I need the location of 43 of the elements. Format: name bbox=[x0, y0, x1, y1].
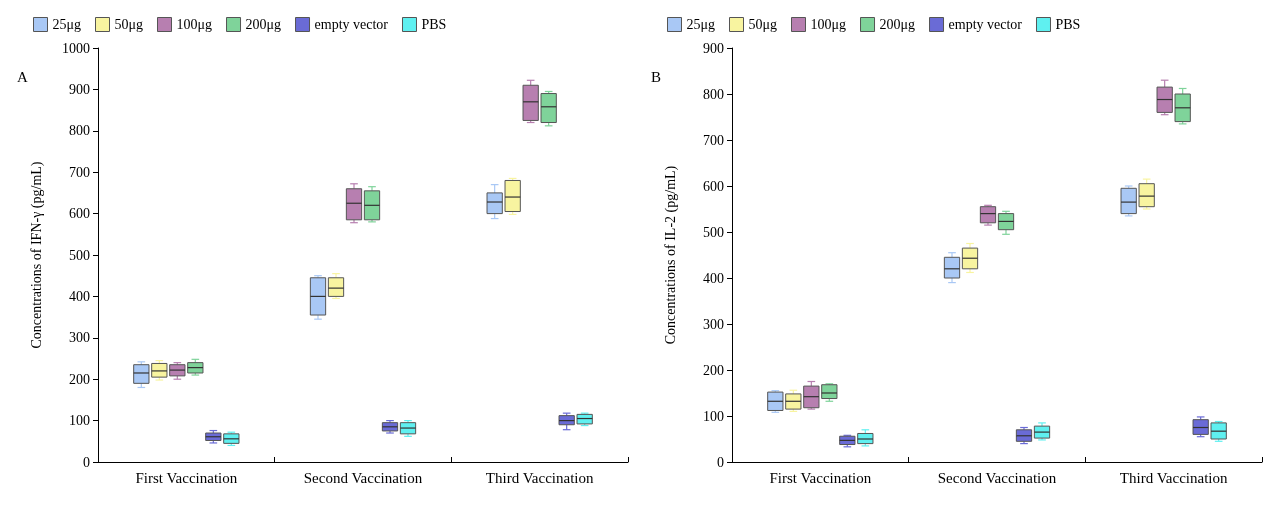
text: B bbox=[651, 68, 662, 85]
y-tick-label: 700 bbox=[703, 132, 724, 148]
y-tick-label: 900 bbox=[69, 81, 90, 97]
legend-label: 200μg bbox=[879, 17, 916, 32]
x-tick-label: Third Vaccination bbox=[485, 469, 594, 486]
y-tick-label: 600 bbox=[69, 206, 90, 222]
text: A bbox=[17, 68, 28, 85]
legend-label: PBS bbox=[1055, 17, 1081, 32]
y-tick-label: 200 bbox=[69, 371, 90, 387]
y-tick-label: 900 bbox=[703, 40, 724, 56]
y-tick-label: 0 bbox=[717, 454, 724, 470]
legend-label: empty vector bbox=[314, 17, 389, 32]
y-tick-label: 100 bbox=[703, 408, 724, 424]
x-tick-label: First Vaccination bbox=[769, 469, 872, 486]
y-tick-label: 100 bbox=[69, 413, 90, 429]
y-tick-label: 800 bbox=[69, 123, 90, 139]
y-tick-label: 200 bbox=[703, 362, 724, 378]
y-tick-label: 500 bbox=[703, 224, 724, 240]
legend-label: 50μg bbox=[114, 17, 144, 32]
legend-label: 25μg bbox=[52, 17, 82, 32]
legend-label: PBS bbox=[421, 17, 447, 32]
x-tick-label: First Vaccination bbox=[135, 469, 238, 486]
y-tick-label: 700 bbox=[69, 164, 90, 180]
x-tick-label: Second Vaccination bbox=[303, 469, 423, 486]
legend-label: empty vector bbox=[948, 17, 1023, 32]
y-axis-title: Concentrations of IFN-γ (pg/mL) bbox=[28, 161, 45, 349]
y-tick-label: 0 bbox=[83, 454, 90, 470]
x-tick-label: Third Vaccination bbox=[1119, 469, 1228, 486]
legend-label: 100μg bbox=[176, 17, 213, 32]
x-tick-label: Second Vaccination bbox=[937, 469, 1057, 486]
y-tick-label: 400 bbox=[703, 270, 724, 286]
legend-label: 100μg bbox=[810, 17, 847, 32]
y-tick-label: 1000 bbox=[62, 40, 90, 56]
legend-label: 50μg bbox=[748, 17, 778, 32]
y-tick-label: 800 bbox=[703, 86, 724, 102]
y-tick-label: 400 bbox=[69, 288, 90, 304]
y-tick-label: 600 bbox=[703, 178, 724, 194]
legend-label: 25μg bbox=[686, 17, 716, 32]
y-tick-label: 500 bbox=[69, 247, 90, 263]
legend-label: 200μg bbox=[245, 17, 282, 32]
y-axis-title: Concentrations of IL-2 (pg/mL) bbox=[662, 165, 679, 345]
y-tick-label: 300 bbox=[703, 316, 724, 332]
y-tick-label: 300 bbox=[69, 330, 90, 346]
